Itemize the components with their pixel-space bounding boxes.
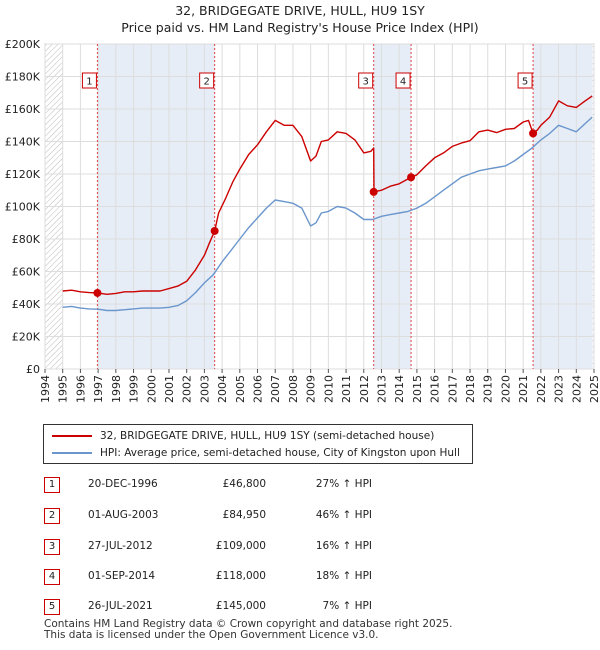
sale-date: 20-DEC-1996 [88, 478, 158, 490]
y-tick-label: £80K [12, 233, 41, 246]
sale-row: 3 27-JUL-2012 £109,000 16% ↑ HPI [44, 539, 464, 557]
x-tick-label: 1997 [92, 375, 105, 403]
sale-price: £118,000 [215, 570, 266, 582]
chart-title-line-1: 32, BRIDGEGATE DRIVE, HULL, HU9 1SY [175, 3, 425, 18]
sale-label-box [395, 72, 411, 89]
x-tick-label: 2018 [464, 375, 477, 403]
x-tick-label: 2020 [499, 375, 512, 403]
sale-marker-number: 5 [44, 599, 60, 615]
legend-hpi-label: HPI: Average price, semi-detached house,… [100, 447, 460, 459]
sale-point [210, 226, 219, 235]
sale-label-box [199, 72, 215, 89]
x-tick-label: 2008 [287, 375, 300, 403]
sale-label-number: 1 [86, 77, 92, 88]
x-tick-label: 2007 [269, 375, 282, 403]
sale-hpi-delta: 7% ↑ HPI [322, 600, 372, 612]
y-tick-label: £60K [12, 266, 41, 279]
sale-marker-number: 3 [44, 539, 60, 555]
sale-row: 4 01-SEP-2014 £118,000 18% ↑ HPI [44, 569, 464, 587]
y-tick-label: £140K [5, 136, 41, 149]
x-tick-label: 2001 [163, 375, 176, 403]
y-tick-label: £20K [12, 331, 41, 344]
y-tick-label: £200K [5, 38, 41, 51]
chart-title: 32, BRIDGEGATE DRIVE, HULL, HU9 1SY Pric… [0, 2, 600, 36]
sale-date: 01-AUG-2003 [88, 509, 159, 521]
legend-item-property: 32, BRIDGEGATE DRIVE, HULL, HU9 1SY (sem… [52, 428, 434, 444]
sale-hpi-delta: 27% ↑ HPI [315, 478, 372, 490]
sale-hpi-delta: 18% ↑ HPI [315, 570, 372, 582]
x-tick-label: 2022 [535, 375, 548, 403]
x-tick-label: 1999 [128, 375, 141, 403]
x-tick-label: 1998 [110, 375, 123, 403]
x-tick-label: 1995 [57, 375, 70, 403]
footer-licence: This data is licensed under the Open Gov… [44, 629, 379, 641]
sale-marker-number: 1 [44, 477, 60, 493]
x-tick-label: 1996 [74, 375, 87, 403]
hpi-line [62, 116, 593, 312]
sale-row: 1 20-DEC-1996 £46,800 27% ↑ HPI [44, 477, 464, 495]
x-tick-label: 2002 [181, 375, 194, 403]
x-tick-label: 2012 [358, 375, 371, 403]
x-tick-label: 2015 [411, 375, 424, 403]
x-tick-label: 2005 [234, 375, 247, 403]
sale-date: 26-JUL-2021 [88, 600, 153, 612]
y-tick-label: £160K [5, 103, 41, 116]
sale-price: £46,800 [222, 478, 266, 490]
property-price-line [62, 95, 593, 295]
chart-title-line-2: Price paid vs. HM Land Registry's House … [121, 20, 479, 35]
y-tick-label: £0 [26, 363, 40, 376]
y-tick-label: £180K [5, 71, 41, 84]
x-tick-label: 1994 [39, 375, 52, 403]
x-tick-label: 2009 [305, 375, 318, 403]
y-tick-label: £40K [12, 298, 41, 311]
y-tick-label: £100K [5, 201, 41, 214]
legend-property-label: 32, BRIDGEGATE DRIVE, HULL, HU9 1SY (sem… [100, 430, 435, 442]
legend: 32, BRIDGEGATE DRIVE, HULL, HU9 1SY (sem… [43, 424, 473, 464]
sale-label-number: 2 [203, 77, 209, 88]
sale-point [407, 173, 416, 182]
x-tick-label: 2003 [198, 375, 211, 403]
sale-price: £109,000 [215, 540, 266, 552]
sale-marker-number: 4 [44, 569, 60, 585]
sale-row: 2 01-AUG-2003 £84,950 46% ↑ HPI [44, 508, 464, 526]
property-swatch [52, 435, 92, 437]
legend-item-hpi: HPI: Average price, semi-detached house,… [52, 445, 460, 461]
sale-label-box [517, 72, 533, 89]
x-tick-label: 2004 [216, 375, 229, 403]
x-tick-label: 2016 [429, 375, 442, 403]
x-tick-label: 2010 [322, 375, 335, 403]
sale-date: 27-JUL-2012 [88, 540, 153, 552]
x-tick-label: 2021 [517, 375, 530, 403]
sale-price: £145,000 [215, 600, 266, 612]
x-tick-label: 2023 [553, 375, 566, 403]
x-tick-label: 2024 [570, 375, 583, 403]
sale-label-number: 3 [363, 77, 369, 88]
price-chart: £0 £20K £40K £60K £80K £100K £120K £140K £160K £1… [5, 38, 600, 403]
sale-hpi-delta: 46% ↑ HPI [315, 509, 372, 521]
sale-row: 5 26-JUL-2021 £145,000 7% ↑ HPI [44, 599, 464, 617]
sale-label-number: 4 [400, 77, 406, 88]
x-tick-label: 2017 [446, 375, 459, 403]
x-tick-label: 2013 [375, 375, 388, 403]
sale-point [93, 288, 102, 297]
x-tick-label: 2011 [340, 375, 353, 403]
sale-label-box [81, 72, 97, 89]
footer-copyright: Contains HM Land Registry data © Crown c… [44, 618, 453, 630]
x-tick-label: 2006 [252, 375, 265, 403]
sale-marker-number: 2 [44, 508, 60, 524]
x-tick-label: 2000 [145, 375, 158, 403]
sale-date: 01-SEP-2014 [88, 570, 156, 582]
x-tick-label: 2025 [588, 375, 600, 403]
x-tick-label: 2019 [482, 375, 495, 403]
sale-point [529, 129, 538, 138]
sale-label-box [358, 72, 374, 89]
sale-price: £84,950 [222, 509, 266, 521]
footer: Contains HM Land Registry data © Crown c… [44, 619, 452, 641]
hpi-swatch [52, 452, 92, 454]
sale-point [369, 187, 378, 196]
sale-hpi-delta: 16% ↑ HPI [315, 540, 372, 552]
sale-label-number: 5 [522, 77, 528, 88]
y-tick-label: £120K [5, 168, 41, 181]
x-tick-label: 2014 [393, 375, 406, 403]
